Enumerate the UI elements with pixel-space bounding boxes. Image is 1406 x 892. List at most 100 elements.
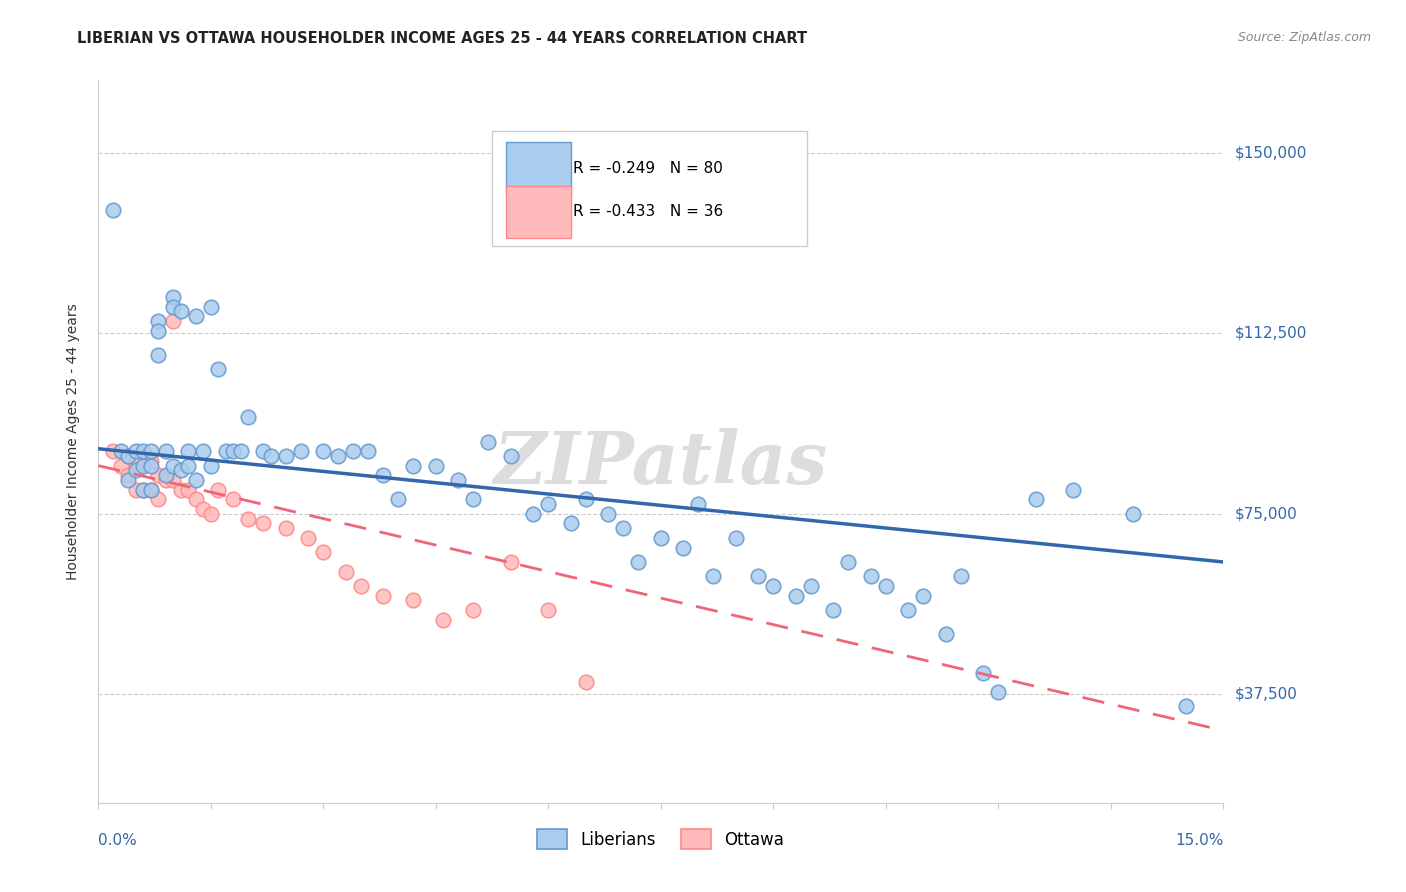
Point — [837, 555, 859, 569]
Point — [200, 300, 222, 314]
Point — [215, 444, 238, 458]
Point — [627, 555, 650, 569]
Point — [785, 589, 807, 603]
Point — [132, 458, 155, 473]
Point — [463, 603, 485, 617]
Point — [260, 449, 283, 463]
Y-axis label: Householder Income Ages 25 - 44 years: Householder Income Ages 25 - 44 years — [66, 303, 80, 580]
Point — [252, 444, 274, 458]
FancyBboxPatch shape — [506, 143, 571, 194]
Point — [238, 511, 260, 525]
Point — [139, 454, 162, 468]
Point — [1174, 699, 1197, 714]
Legend: Liberians, Ottawa: Liberians, Ottawa — [530, 822, 792, 856]
Text: R = -0.249   N = 80: R = -0.249 N = 80 — [574, 161, 723, 176]
FancyBboxPatch shape — [506, 186, 571, 238]
Point — [110, 444, 132, 458]
Point — [148, 324, 170, 338]
Point — [200, 458, 222, 473]
Point — [125, 444, 148, 458]
Point — [139, 483, 162, 497]
Text: $37,500: $37,500 — [1234, 687, 1298, 702]
Point — [702, 569, 724, 583]
Point — [823, 603, 845, 617]
Point — [274, 449, 297, 463]
Point — [312, 444, 335, 458]
Point — [522, 507, 544, 521]
Point — [897, 603, 920, 617]
Point — [139, 458, 162, 473]
Text: $150,000: $150,000 — [1234, 145, 1306, 160]
Point — [207, 483, 229, 497]
Point — [177, 444, 200, 458]
Point — [387, 492, 409, 507]
Point — [935, 627, 957, 641]
Point — [132, 483, 155, 497]
Point — [537, 497, 560, 511]
Point — [560, 516, 582, 531]
Point — [200, 507, 222, 521]
Point — [162, 300, 184, 314]
Point — [859, 569, 882, 583]
Point — [274, 521, 297, 535]
Point — [373, 468, 395, 483]
FancyBboxPatch shape — [492, 131, 807, 246]
Point — [477, 434, 499, 449]
Point — [762, 579, 785, 593]
Point — [132, 483, 155, 497]
Point — [207, 362, 229, 376]
Point — [724, 531, 747, 545]
Text: Source: ZipAtlas.com: Source: ZipAtlas.com — [1237, 31, 1371, 45]
Point — [238, 410, 260, 425]
Point — [155, 473, 177, 487]
Point — [402, 593, 425, 607]
Point — [125, 463, 148, 477]
Point — [229, 444, 252, 458]
Point — [170, 463, 193, 477]
Point — [312, 545, 335, 559]
Point — [335, 565, 357, 579]
Point — [162, 473, 184, 487]
Point — [672, 541, 695, 555]
Point — [373, 589, 395, 603]
Point — [463, 492, 485, 507]
Point — [800, 579, 823, 593]
Text: 0.0%: 0.0% — [98, 833, 138, 848]
Point — [987, 685, 1010, 699]
Point — [132, 458, 155, 473]
Point — [139, 483, 162, 497]
Point — [162, 314, 184, 328]
Point — [575, 675, 598, 690]
Point — [875, 579, 897, 593]
Point — [110, 458, 132, 473]
Point — [162, 290, 184, 304]
Point — [537, 603, 560, 617]
Point — [148, 314, 170, 328]
Point — [357, 444, 380, 458]
Point — [117, 468, 139, 483]
Text: R = -0.433   N = 36: R = -0.433 N = 36 — [574, 204, 723, 219]
Point — [575, 492, 598, 507]
Point — [402, 458, 425, 473]
Point — [290, 444, 312, 458]
Point — [297, 531, 319, 545]
Point — [184, 492, 207, 507]
Point — [139, 444, 162, 458]
Text: ZIPatlas: ZIPatlas — [494, 428, 828, 499]
Point — [425, 458, 447, 473]
Point — [432, 613, 454, 627]
Point — [612, 521, 634, 535]
Text: LIBERIAN VS OTTAWA HOUSEHOLDER INCOME AGES 25 - 44 YEARS CORRELATION CHART: LIBERIAN VS OTTAWA HOUSEHOLDER INCOME AG… — [77, 31, 807, 46]
Point — [1122, 507, 1144, 521]
Point — [499, 449, 522, 463]
Point — [252, 516, 274, 531]
Point — [125, 454, 148, 468]
Point — [162, 458, 184, 473]
Point — [342, 444, 364, 458]
Point — [350, 579, 373, 593]
Point — [148, 468, 170, 483]
Point — [170, 483, 193, 497]
Point — [148, 492, 170, 507]
Text: 15.0%: 15.0% — [1175, 833, 1223, 848]
Point — [222, 444, 245, 458]
